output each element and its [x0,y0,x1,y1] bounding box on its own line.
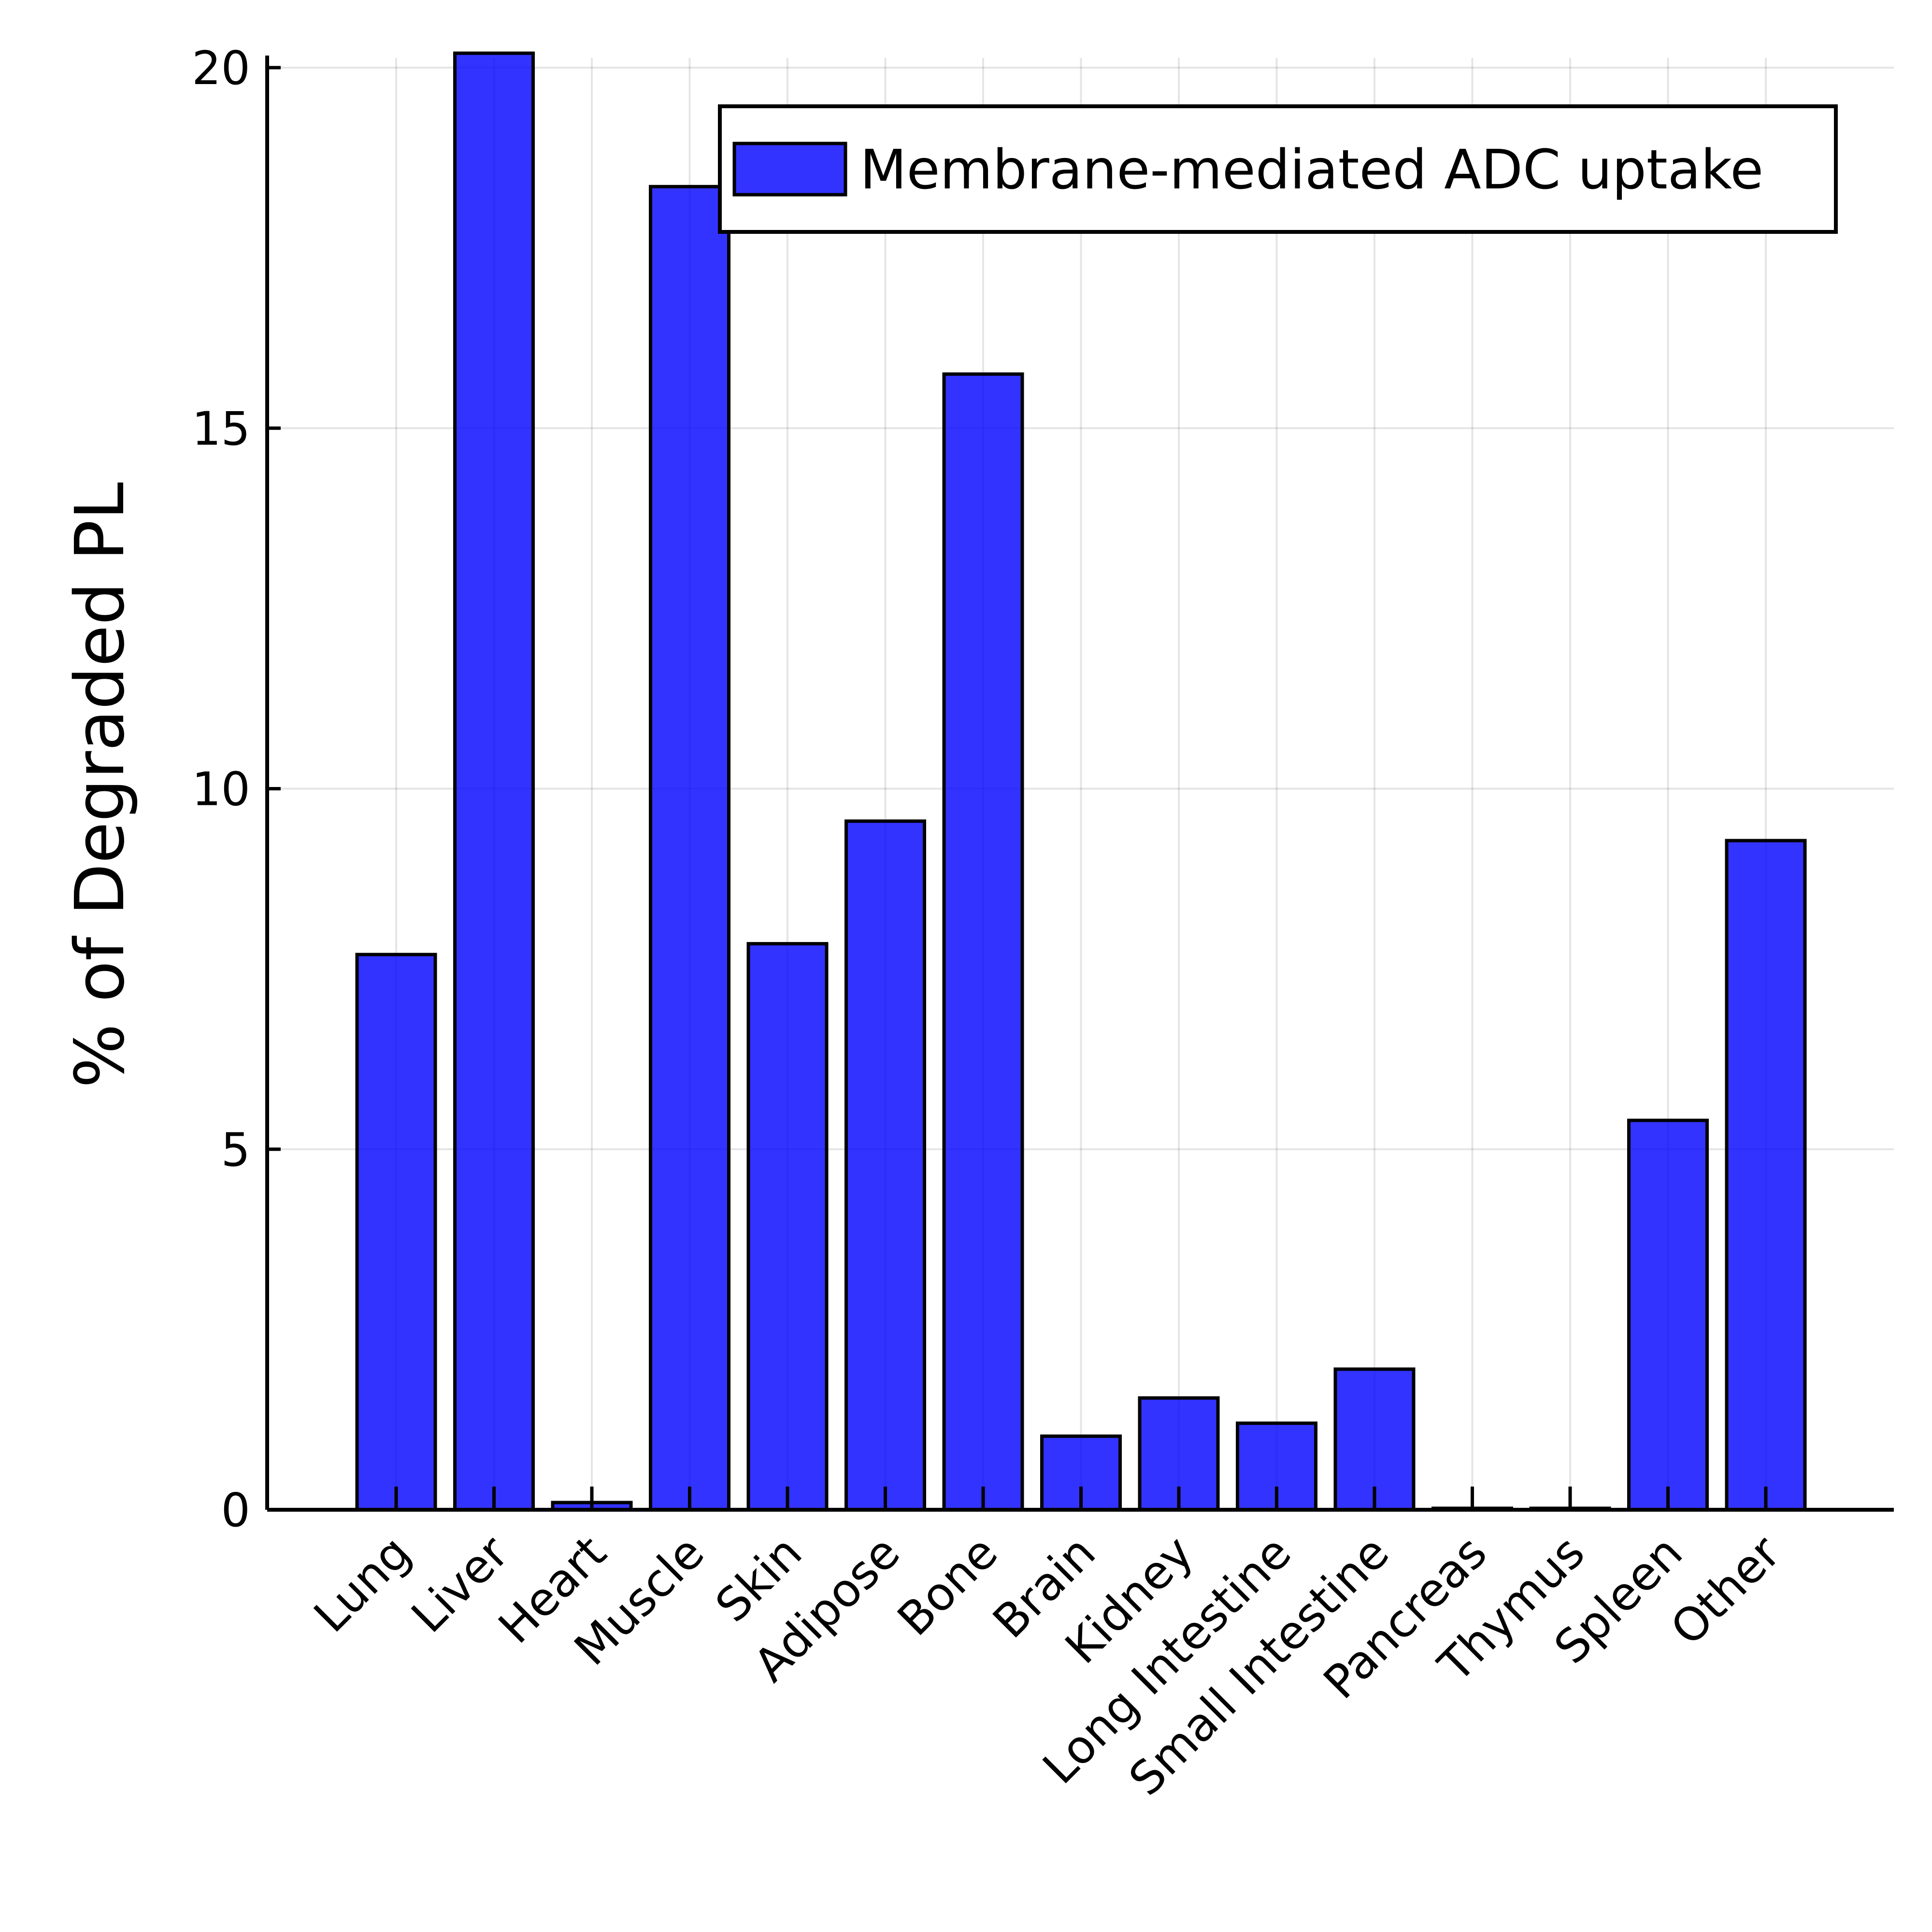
bar-adipose [844,819,926,1512]
legend-swatch [732,142,847,197]
bar-spleen [1627,1118,1709,1512]
legend-box [718,104,1838,234]
x-tick-label: Other [1661,1526,1791,1656]
bar-liver [453,51,535,1512]
bar-lung [355,953,437,1512]
axes [265,56,1894,1512]
y-tick-label: 10 [192,763,250,816]
bar-other [1725,839,1807,1512]
y-tick-label: 5 [221,1124,250,1177]
bar-bone [942,372,1024,1512]
y-tick-label: 15 [192,402,250,456]
x-tick-labels: LungLiverHeartMuscleSkinAdiposeBoneBrain… [304,1526,1790,1806]
y-tick-label: 20 [192,42,250,95]
x-tick-label: Bone [887,1526,1008,1646]
bar-skin [746,942,829,1512]
y-tick-label: 0 [221,1484,250,1537]
x-tick-label: Lung [304,1526,421,1643]
y-tick-labels: 0 5 10 15 20 [192,42,250,1537]
grid [267,58,1894,1511]
y-axis-label: % of Degraded PL [61,482,140,1088]
legend: Membrane-mediated ADC uptake [718,104,1838,234]
legend-label: Membrane-mediated ADC uptake [860,139,1763,201]
bar-small-intestine [1333,1367,1416,1512]
bars [355,51,1807,1512]
bar-muscle [649,185,730,1512]
